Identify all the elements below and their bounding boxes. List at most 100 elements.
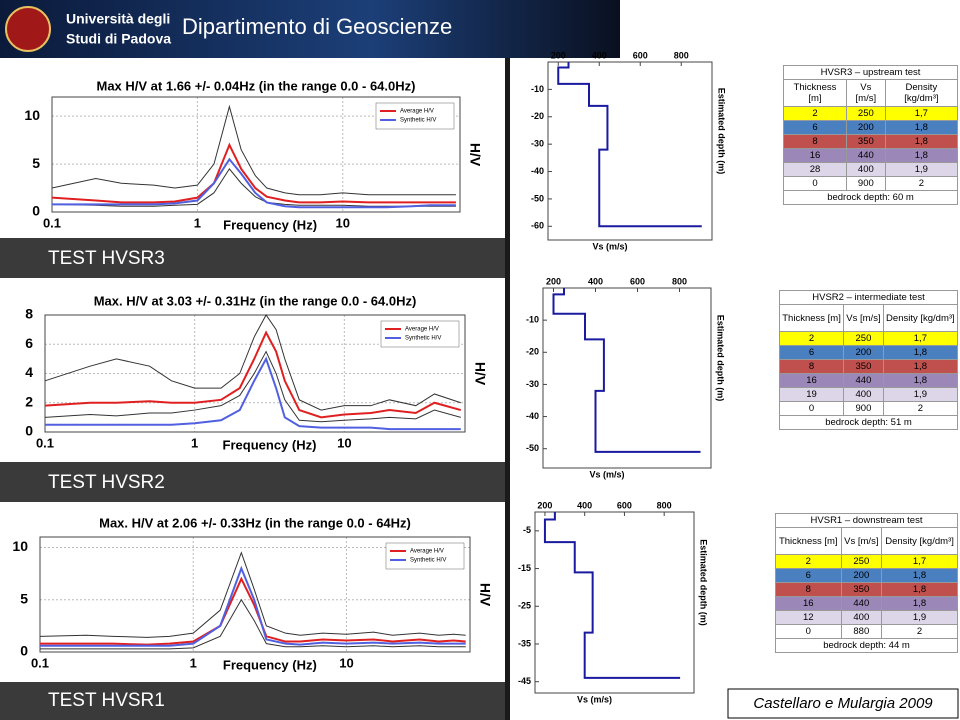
citation: Castellaro e Mulargia 2009	[753, 695, 933, 712]
y-tick-label: -5	[523, 525, 531, 535]
layer-table: HVSR1 – downstream test Thickness [m] Vs […	[775, 513, 958, 653]
column-header: Thickness [m]	[783, 79, 847, 107]
column-header: Density [kg/dm³]	[881, 527, 958, 555]
column-header: Density [kg/dm³]	[882, 304, 959, 332]
plot-frame	[534, 511, 695, 694]
table-cell: 12	[775, 610, 842, 625]
table-row: 0 900 2	[778, 401, 959, 416]
table-cell: 350	[840, 582, 883, 597]
x-tick-label: 400	[592, 50, 607, 60]
y-tick-label: -15	[518, 563, 531, 573]
y-axis-label: H/V	[467, 143, 483, 167]
column-header: Thickness [m]	[775, 527, 842, 555]
x-tick-label: 600	[617, 500, 632, 510]
vs-profile	[543, 512, 681, 679]
x-tick-label: 10	[336, 215, 350, 230]
legend	[380, 320, 460, 348]
y-tick-label: 5	[32, 155, 40, 171]
university: Studi di Padova	[66, 31, 171, 47]
table-cell: 0	[778, 401, 845, 416]
table-title: HVSR2 – intermediate test	[779, 290, 958, 305]
column-header: Density [kg/dm³]	[884, 79, 959, 107]
table-row: 28 400 1,9	[783, 162, 959, 177]
table-cell: 440	[840, 596, 883, 611]
citation-box	[727, 688, 959, 719]
plot-frame	[547, 61, 713, 241]
y-tick-label: 5	[20, 590, 28, 606]
x-axis-label: Frequency (Hz)	[223, 437, 317, 452]
table-cell: 1,8	[882, 373, 959, 388]
logo	[5, 6, 51, 52]
table-title: HVSR1 – downstream test	[775, 513, 958, 528]
table-cell: 2	[884, 176, 959, 191]
table-row: 8 350 1,8	[775, 582, 958, 597]
table-cell: 900	[845, 176, 886, 191]
table-cell: 1,8	[884, 134, 959, 149]
table-row: 2 250 1,7	[775, 554, 958, 569]
x-tick-label: 800	[657, 500, 672, 510]
x-tick-label: 0.1	[43, 215, 61, 230]
y-axis-label: Estimated depth (m)	[699, 539, 709, 626]
x-axis-label: Vs (m/s)	[592, 241, 627, 251]
hv-curve	[52, 157, 456, 209]
table-cell: 200	[840, 568, 883, 583]
table-cell: 0	[783, 176, 847, 191]
table-cell: 2	[881, 624, 958, 639]
table-row: 2 250 1,7	[778, 331, 959, 346]
table-row: 19 400 1,9	[778, 387, 959, 402]
table-row: 12 400 1,9	[775, 610, 958, 625]
y-tick-label: 10	[12, 538, 28, 554]
table-cell: 1,8	[881, 568, 958, 583]
x-tick-label: 1	[190, 655, 197, 670]
table-cell: 250	[845, 106, 886, 121]
table-cell: 1,7	[882, 331, 959, 346]
table-cell: 1,9	[882, 387, 959, 402]
x-tick-label: 0.1	[31, 655, 49, 670]
hv-curve	[44, 350, 461, 423]
y-tick-label: -20	[526, 347, 539, 357]
hv-curve	[44, 314, 461, 411]
x-tick-label: 400	[588, 276, 603, 286]
hv-curve	[45, 356, 461, 431]
y-tick-label: -40	[531, 166, 544, 176]
table-cell: 19	[778, 387, 845, 402]
table-cell: 200	[845, 120, 886, 135]
table-row: 16 440 1,8	[783, 148, 959, 163]
layer-table: HVSR3 – upstream test Thickness [m] Vs [m/…	[783, 65, 959, 205]
chart-background	[0, 278, 505, 462]
table-cell: 440	[843, 373, 884, 388]
y-axis-label: Estimated depth (m)	[716, 315, 726, 402]
table-cell: 900	[843, 401, 884, 416]
column-header: Vs [m/s]	[845, 79, 886, 107]
table-footer: bedrock depth: 44 m	[775, 638, 958, 653]
label-band	[0, 682, 505, 720]
column-header: Vs [m/s]	[843, 304, 884, 332]
table-row: 2 250 1,7	[783, 106, 959, 121]
y-tick-label: 6	[25, 335, 33, 351]
table-footer: bedrock depth: 60 m	[783, 190, 958, 205]
y-axis-label: H/V	[477, 583, 493, 607]
x-tick-label: 1	[191, 435, 198, 450]
plot-frame	[44, 314, 466, 433]
table-row: 6 200 1,8	[778, 345, 959, 360]
x-tick-label: 1	[194, 215, 201, 230]
hv-curve	[51, 104, 456, 196]
department: Dipartimento di Geoscienze	[182, 14, 452, 39]
table-row: 0 880 2	[775, 624, 958, 639]
table-footer-row: bedrock depth: 51 m	[779, 415, 958, 430]
table-title-row: HVSR1 – downstream test	[775, 513, 958, 528]
table-cell: 1,8	[884, 148, 959, 163]
y-tick-label: 0	[20, 643, 28, 659]
y-tick-label: -60	[531, 221, 544, 231]
y-tick-label: -25	[518, 601, 531, 611]
x-axis-label: Vs (m/s)	[577, 694, 612, 704]
hv-curve	[40, 576, 466, 646]
header-band	[0, 0, 620, 58]
vs-profile	[557, 62, 702, 228]
table-cell: 250	[840, 554, 883, 569]
table-cell: 1,7	[884, 106, 959, 121]
table-cell: 2	[778, 331, 845, 346]
legend-label: Average H/V	[405, 327, 439, 333]
table-cell: 1,9	[881, 610, 958, 625]
